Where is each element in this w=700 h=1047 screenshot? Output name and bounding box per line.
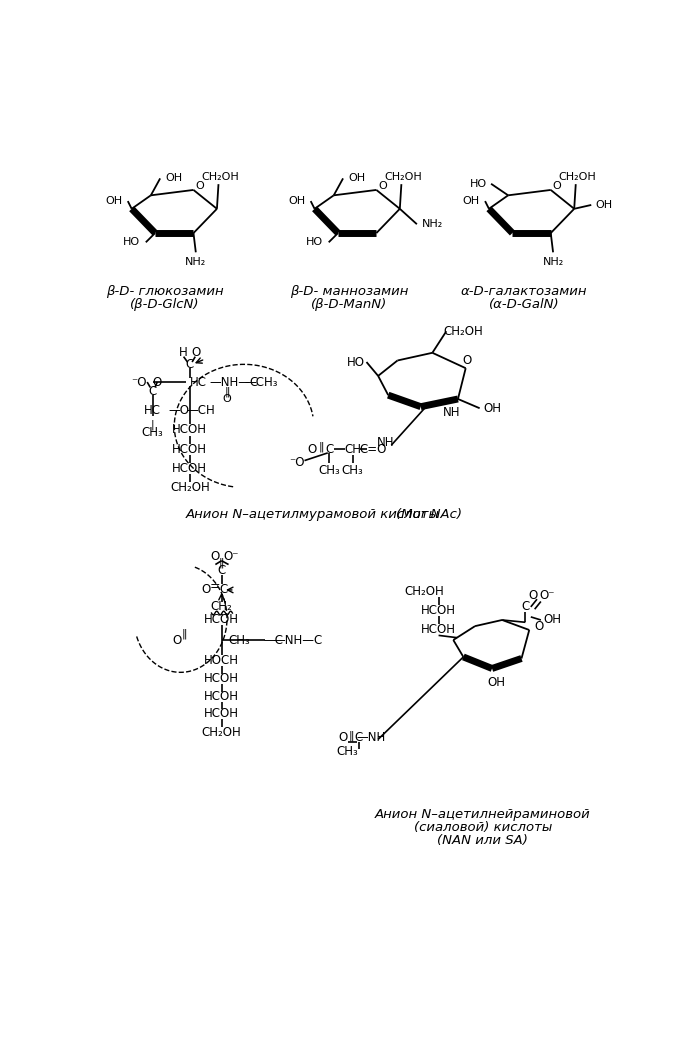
Text: O: O bbox=[378, 181, 387, 192]
Text: HCOH: HCOH bbox=[204, 614, 239, 626]
Text: CH₃: CH₃ bbox=[318, 464, 340, 477]
Text: CH₂OH: CH₂OH bbox=[202, 726, 242, 739]
Text: —CH₃: —CH₃ bbox=[244, 376, 277, 388]
Text: —O: —O bbox=[168, 404, 189, 417]
Text: OH: OH bbox=[543, 614, 561, 626]
Text: O: O bbox=[552, 181, 561, 192]
Text: O: O bbox=[191, 347, 201, 359]
Text: HCOH: HCOH bbox=[172, 423, 207, 437]
Text: HOCH: HOCH bbox=[204, 654, 239, 667]
Text: ‖: ‖ bbox=[318, 442, 324, 452]
Text: OH: OH bbox=[105, 196, 122, 206]
Text: CH₂OH: CH₂OH bbox=[384, 172, 422, 182]
Text: C: C bbox=[218, 564, 225, 577]
Text: O⁻: O⁻ bbox=[223, 551, 239, 563]
Text: CH₂: CH₂ bbox=[211, 600, 232, 614]
Text: (Mur NAc): (Mur NAc) bbox=[395, 508, 461, 521]
Text: OH: OH bbox=[165, 174, 183, 183]
Text: C=O: C=O bbox=[359, 443, 386, 455]
Text: O: O bbox=[195, 181, 204, 192]
Text: HCOH: HCOH bbox=[172, 443, 207, 455]
Text: OH: OH bbox=[487, 676, 505, 689]
Text: —CH: —CH bbox=[186, 404, 215, 417]
Text: C: C bbox=[148, 385, 157, 398]
Text: OH: OH bbox=[349, 174, 365, 183]
Text: HC: HC bbox=[190, 376, 206, 388]
Text: β-D- маннозамин: β-D- маннозамин bbox=[290, 285, 409, 297]
Text: O: O bbox=[528, 588, 538, 602]
Text: CH₃: CH₃ bbox=[336, 745, 358, 758]
Text: C: C bbox=[186, 358, 194, 371]
Text: O: O bbox=[339, 731, 348, 744]
Text: CH: CH bbox=[344, 443, 361, 455]
Text: CH₂OH: CH₂OH bbox=[201, 172, 239, 182]
Text: OH: OH bbox=[288, 196, 305, 206]
Text: =: = bbox=[210, 580, 220, 593]
Text: HO: HO bbox=[306, 238, 323, 247]
Text: C: C bbox=[219, 583, 228, 597]
Text: ‖: ‖ bbox=[349, 730, 354, 740]
Text: O⁻: O⁻ bbox=[539, 588, 555, 602]
Text: (β-D-ManN): (β-D-ManN) bbox=[312, 297, 388, 311]
Text: OH: OH bbox=[483, 402, 501, 415]
Text: CH₂OH: CH₂OH bbox=[559, 172, 596, 182]
Text: CH₂OH: CH₂OH bbox=[170, 481, 210, 494]
Text: ⁻O: ⁻O bbox=[289, 456, 304, 469]
Text: —C: —C bbox=[263, 633, 284, 646]
Text: ‖: ‖ bbox=[219, 558, 224, 569]
Text: OH: OH bbox=[463, 196, 480, 206]
Text: HO: HO bbox=[470, 179, 487, 188]
Text: NH₂: NH₂ bbox=[186, 257, 206, 267]
Text: NH: NH bbox=[377, 437, 395, 449]
Text: O: O bbox=[211, 551, 220, 563]
Text: ‖: ‖ bbox=[181, 628, 187, 639]
Text: Анион N–ацетилмурамовой кислоты: Анион N–ацетилмурамовой кислоты bbox=[186, 508, 440, 521]
Text: CH₃: CH₃ bbox=[228, 633, 251, 646]
Text: ⁻O: ⁻O bbox=[132, 376, 147, 388]
Text: HC: HC bbox=[144, 404, 161, 417]
Text: Анион N–ацетилнейраминовой: Анион N–ацетилнейраминовой bbox=[375, 808, 591, 821]
Text: O: O bbox=[463, 354, 472, 367]
Text: CH₃: CH₃ bbox=[141, 425, 164, 439]
Text: NH: NH bbox=[443, 406, 461, 420]
Text: HCOH: HCOH bbox=[421, 624, 456, 637]
Text: HCOH: HCOH bbox=[204, 672, 239, 685]
Text: (NAN или SA): (NAN или SA) bbox=[438, 834, 528, 847]
Text: α-D-галактозамин: α-D-галактозамин bbox=[461, 285, 587, 297]
Text: HCOH: HCOH bbox=[421, 604, 456, 618]
Text: HCOH: HCOH bbox=[172, 462, 207, 474]
Text: (сиаловой) кислоты: (сиаловой) кислоты bbox=[414, 822, 552, 834]
Text: —NH—C: —NH—C bbox=[274, 633, 323, 646]
Text: HO: HO bbox=[346, 356, 365, 369]
Text: CH₂OH: CH₂OH bbox=[444, 325, 483, 338]
Text: CH₂OH: CH₂OH bbox=[405, 585, 444, 598]
Text: O: O bbox=[534, 620, 543, 632]
Text: C: C bbox=[326, 443, 333, 455]
Text: NH₂: NH₂ bbox=[542, 257, 564, 267]
Text: |: | bbox=[150, 419, 155, 429]
Text: HCOH: HCOH bbox=[204, 708, 239, 720]
Text: —NH—C: —NH—C bbox=[209, 376, 258, 388]
Text: C: C bbox=[522, 600, 529, 614]
Text: (β-D-GlcN): (β-D-GlcN) bbox=[130, 297, 199, 311]
Text: O: O bbox=[307, 443, 317, 455]
Text: H: H bbox=[179, 347, 188, 359]
Text: HO: HO bbox=[123, 238, 141, 247]
Text: O: O bbox=[202, 583, 211, 597]
Text: CH₃: CH₃ bbox=[342, 464, 363, 477]
Text: ‖: ‖ bbox=[224, 386, 230, 397]
Text: C: C bbox=[355, 731, 363, 744]
Text: —NH: —NH bbox=[356, 731, 386, 744]
Text: O: O bbox=[153, 376, 162, 388]
Text: O: O bbox=[172, 633, 181, 646]
Text: β-D- глюкозамин: β-D- глюкозамин bbox=[106, 285, 224, 297]
Text: NH₂: NH₂ bbox=[421, 219, 443, 229]
Text: (α-D-GalN): (α-D-GalN) bbox=[489, 297, 559, 311]
Text: O: O bbox=[223, 394, 232, 404]
Text: HCOH: HCOH bbox=[204, 690, 239, 703]
Text: OH: OH bbox=[595, 200, 612, 210]
